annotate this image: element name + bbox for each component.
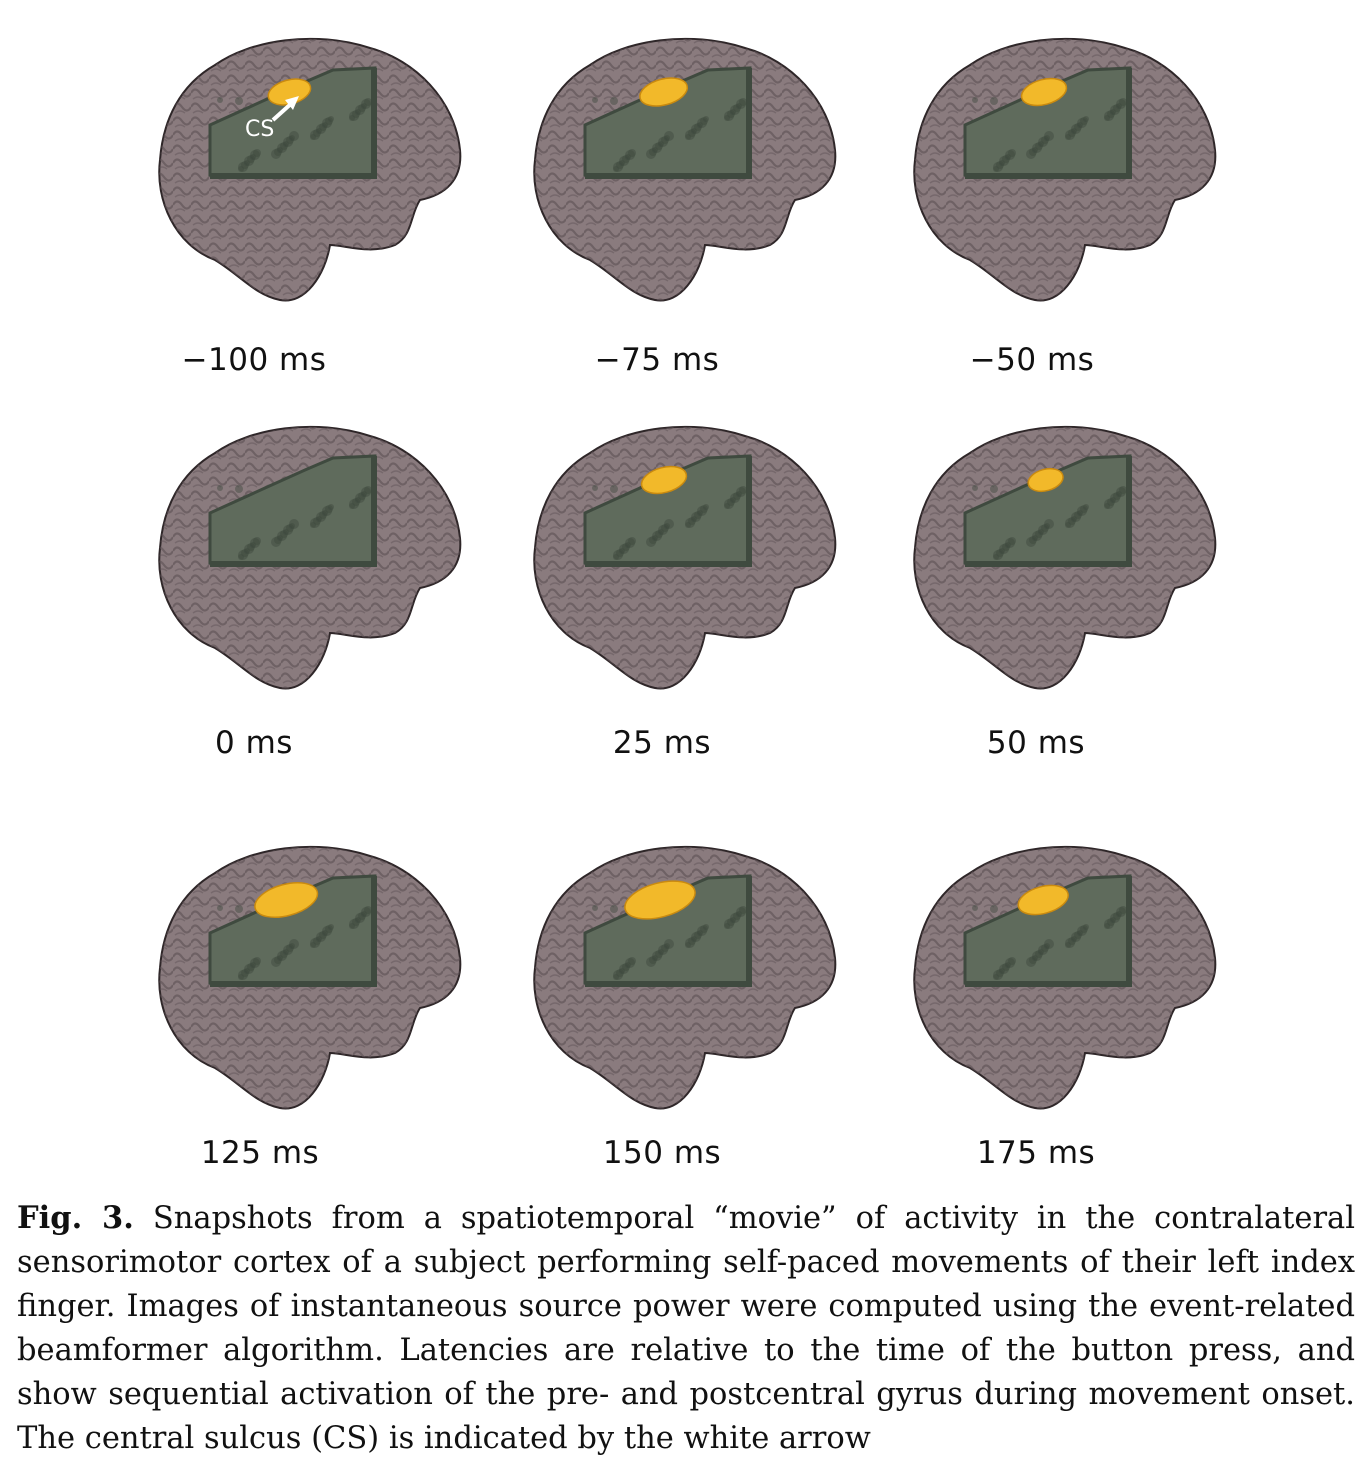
latency-label: 0 ms — [215, 725, 293, 761]
brain-panel — [910, 838, 1240, 1118]
brain-snapshot-figure: CS −100 ms −75 ms −50 ms 0 ms 25 ms 50 m… — [155, 30, 1240, 1171]
cs-annotation-label: CS — [245, 117, 274, 142]
brain-rendering — [533, 425, 837, 690]
brain-panel — [910, 30, 1240, 310]
activation-blob — [1017, 884, 1069, 916]
activation-blob — [1020, 77, 1068, 107]
brain-panel — [155, 418, 485, 698]
figure-caption: Fig. 3. Snapshots from a spatiotemporal … — [17, 1196, 1355, 1461]
brain-rendering — [533, 37, 837, 302]
latency-label: 50 ms — [986, 725, 1086, 761]
latency-label: −75 ms — [594, 342, 720, 378]
brain-rendering — [533, 845, 837, 1110]
brain-panel — [530, 30, 860, 310]
latency-label: −100 ms — [181, 342, 327, 378]
arrow-icon — [271, 96, 299, 122]
activation-blob — [1027, 467, 1064, 493]
brain-rendering — [158, 425, 462, 690]
latency-label: 175 ms — [976, 1135, 1096, 1171]
latency-label: 150 ms — [602, 1135, 722, 1171]
latency-label: −50 ms — [969, 342, 1095, 378]
brain-rendering — [913, 845, 1217, 1110]
latency-label: 125 ms — [200, 1135, 320, 1171]
brain-rendering: CS — [158, 37, 462, 302]
brain-panel — [155, 838, 485, 1118]
brain-panel — [910, 418, 1240, 698]
activation-blob — [639, 77, 689, 107]
activation-blob — [254, 882, 319, 918]
brain-panel — [530, 418, 860, 698]
activation-blob — [624, 880, 696, 920]
activation-blob — [640, 465, 688, 495]
brain-rendering — [158, 845, 462, 1110]
brain-panel: CS — [155, 30, 485, 310]
figure-number: Fig. 3. — [17, 1200, 134, 1236]
latency-label: 25 ms — [612, 725, 712, 761]
brain-rendering — [913, 425, 1217, 690]
brain-rendering — [913, 37, 1217, 302]
brain-panel — [530, 838, 860, 1118]
caption-text: Snapshots from a spatiotemporal “movie” … — [17, 1201, 1355, 1456]
